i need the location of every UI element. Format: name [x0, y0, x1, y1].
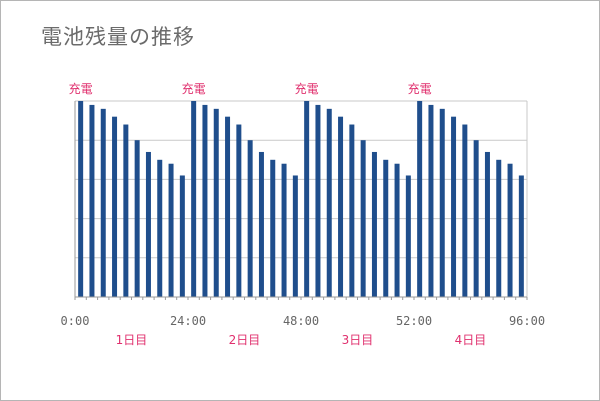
x-tick-label: 48:00 — [283, 314, 319, 328]
chart-title: 電池残量の推移 — [41, 25, 195, 49]
bar — [360, 140, 366, 297]
x-tick-label: 0:00 — [61, 314, 90, 328]
bar — [281, 163, 287, 297]
gridlines — [75, 100, 527, 259]
x-tick-label: 24:00 — [170, 314, 206, 328]
bar — [496, 159, 502, 297]
bar — [168, 163, 174, 297]
axes — [74, 101, 528, 300]
bar — [417, 101, 423, 297]
bar — [236, 124, 242, 298]
charge-annotation: 充電 — [295, 81, 319, 96]
bar — [304, 101, 310, 297]
bar — [428, 104, 434, 297]
bar — [258, 151, 264, 297]
bar — [473, 140, 479, 297]
bar — [78, 101, 84, 297]
bar — [202, 104, 208, 297]
day-label: 1日目 — [116, 333, 148, 347]
bar — [507, 163, 513, 297]
bar — [315, 104, 321, 297]
bar — [484, 151, 490, 297]
bar — [349, 124, 355, 298]
bar — [247, 140, 253, 297]
bars — [78, 101, 524, 298]
bar — [123, 124, 129, 298]
day-label: 2日目 — [229, 333, 261, 347]
day-label: 3日目 — [342, 333, 374, 347]
x-tick-label: 52:00 — [396, 314, 432, 328]
bar — [462, 124, 468, 298]
bar — [326, 108, 332, 297]
x-tick-label: 96:00 — [509, 314, 545, 328]
bar — [213, 108, 219, 297]
charge-annotation: 充電 — [182, 81, 206, 96]
charge-annotation: 充電 — [408, 81, 432, 96]
bar — [439, 108, 445, 297]
bar — [89, 104, 95, 297]
bar — [225, 116, 231, 298]
day-label: 4日目 — [455, 333, 487, 347]
bar — [157, 159, 163, 297]
bar — [338, 116, 344, 298]
bar — [270, 159, 276, 297]
bar — [371, 151, 377, 297]
bar — [179, 175, 185, 297]
bar — [383, 159, 389, 297]
charge-annotation: 充電 — [69, 81, 93, 96]
bar — [394, 163, 400, 297]
bar — [292, 175, 298, 297]
labels: 0:00 24:00 48:00 52:00 96:00 充電 充電 充電 充電 1日目 2日目 3日… — [61, 81, 546, 347]
bar — [145, 151, 151, 297]
bar — [405, 175, 411, 297]
bar — [112, 116, 118, 298]
bar — [100, 108, 106, 297]
bar — [134, 140, 140, 297]
bar — [518, 175, 524, 297]
bar — [191, 101, 197, 297]
bar — [451, 116, 457, 298]
